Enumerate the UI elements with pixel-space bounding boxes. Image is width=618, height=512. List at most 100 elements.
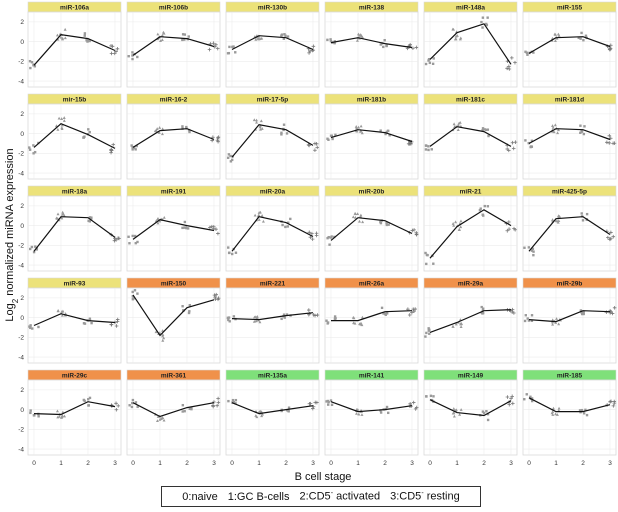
data-point bbox=[254, 319, 258, 323]
data-point bbox=[131, 295, 135, 298]
data-point bbox=[428, 332, 431, 335]
data-point bbox=[131, 298, 135, 301]
data-point bbox=[188, 303, 191, 307]
data-point bbox=[310, 237, 315, 241]
data-point bbox=[329, 399, 333, 402]
data-point bbox=[254, 37, 258, 41]
data-point bbox=[331, 137, 334, 141]
data-point bbox=[156, 221, 160, 225]
data-point bbox=[454, 408, 458, 412]
data-point bbox=[580, 31, 583, 35]
data-point bbox=[551, 406, 555, 410]
panel-miR-425-5p: miR-425-5p bbox=[522, 185, 617, 272]
data-point bbox=[315, 145, 320, 150]
data-point bbox=[181, 403, 185, 407]
data-point bbox=[130, 144, 133, 147]
panel-plot-area bbox=[522, 103, 617, 180]
data-point bbox=[327, 138, 330, 141]
data-point bbox=[115, 47, 120, 51]
data-point bbox=[161, 127, 165, 131]
panel-title: miR-29c bbox=[62, 372, 88, 379]
data-point bbox=[155, 127, 159, 130]
panel-miR-93: miR-93 2 0 -2 -4 bbox=[18, 277, 122, 364]
data-point bbox=[553, 123, 557, 127]
data-point bbox=[382, 45, 385, 49]
data-point bbox=[161, 338, 165, 342]
data-point bbox=[513, 60, 517, 65]
data-point bbox=[507, 64, 511, 69]
data-point bbox=[32, 152, 35, 155]
data-point bbox=[283, 33, 286, 36]
data-point bbox=[82, 136, 86, 139]
x-tick-label: 1 bbox=[455, 460, 459, 467]
trend-line bbox=[132, 294, 215, 337]
data-point bbox=[358, 129, 362, 133]
panel-miR-221: miR-221 bbox=[225, 277, 320, 364]
trend-line bbox=[33, 34, 116, 66]
data-point bbox=[183, 220, 187, 224]
data-point bbox=[553, 39, 557, 43]
data-point bbox=[227, 246, 230, 249]
data-point bbox=[355, 408, 359, 411]
data-point bbox=[425, 262, 428, 266]
data-point bbox=[410, 310, 414, 315]
data-point bbox=[35, 248, 38, 251]
x-tick-label: 0 bbox=[230, 460, 234, 467]
data-point bbox=[214, 42, 218, 47]
data-point bbox=[234, 402, 237, 405]
data-point bbox=[256, 37, 260, 40]
data-point bbox=[452, 122, 456, 126]
data-point bbox=[88, 317, 92, 320]
data-point bbox=[286, 35, 290, 38]
x-tick-label: 1 bbox=[554, 460, 558, 467]
panel-title: miR-141 bbox=[359, 372, 385, 379]
data-point bbox=[505, 147, 509, 151]
data-point bbox=[510, 394, 514, 399]
data-point bbox=[29, 411, 32, 415]
data-point bbox=[29, 409, 32, 412]
panel-miR-29b: miR-29b bbox=[522, 277, 617, 364]
data-point bbox=[183, 33, 186, 36]
data-point bbox=[280, 33, 284, 36]
data-point bbox=[258, 125, 262, 129]
data-point bbox=[314, 233, 319, 238]
data-point bbox=[136, 55, 139, 59]
panel-miR-150: miR-150 bbox=[126, 277, 221, 364]
panel-miR-26a: miR-26a bbox=[324, 277, 419, 364]
panel-title: miR-181d bbox=[555, 96, 584, 103]
trend-line bbox=[330, 217, 413, 241]
trend-line bbox=[33, 313, 116, 327]
trend-line bbox=[231, 402, 314, 415]
data-point bbox=[482, 411, 486, 415]
legend-superscript: - bbox=[330, 490, 334, 498]
panel-miR-16-2: miR-16-2 bbox=[126, 93, 221, 180]
data-point bbox=[282, 123, 286, 126]
data-point bbox=[360, 131, 364, 135]
trend-line bbox=[33, 123, 116, 149]
data-point bbox=[29, 247, 32, 251]
data-point bbox=[280, 409, 283, 413]
x-tick-label: 0 bbox=[32, 460, 36, 467]
data-point bbox=[379, 43, 382, 46]
legend-item: 3:CD5- resting bbox=[390, 490, 460, 503]
data-point bbox=[556, 131, 560, 135]
data-point bbox=[482, 214, 485, 217]
data-point bbox=[31, 327, 34, 330]
panel-plot-area bbox=[225, 11, 320, 88]
data-point bbox=[484, 128, 488, 132]
y-tick-label: -2 bbox=[18, 243, 24, 250]
data-point bbox=[428, 328, 431, 332]
data-point bbox=[160, 132, 164, 136]
data-point bbox=[480, 20, 483, 24]
panel-miR-141: miR-141 0 1 2 3 bbox=[324, 369, 419, 467]
data-point bbox=[127, 235, 130, 238]
trend-line bbox=[528, 36, 611, 54]
data-point bbox=[523, 319, 527, 323]
data-point bbox=[181, 226, 184, 230]
data-point bbox=[190, 407, 193, 411]
data-point bbox=[128, 404, 131, 407]
data-point bbox=[385, 44, 388, 48]
data-point bbox=[532, 253, 535, 257]
data-point bbox=[215, 138, 220, 143]
data-point bbox=[28, 148, 32, 151]
